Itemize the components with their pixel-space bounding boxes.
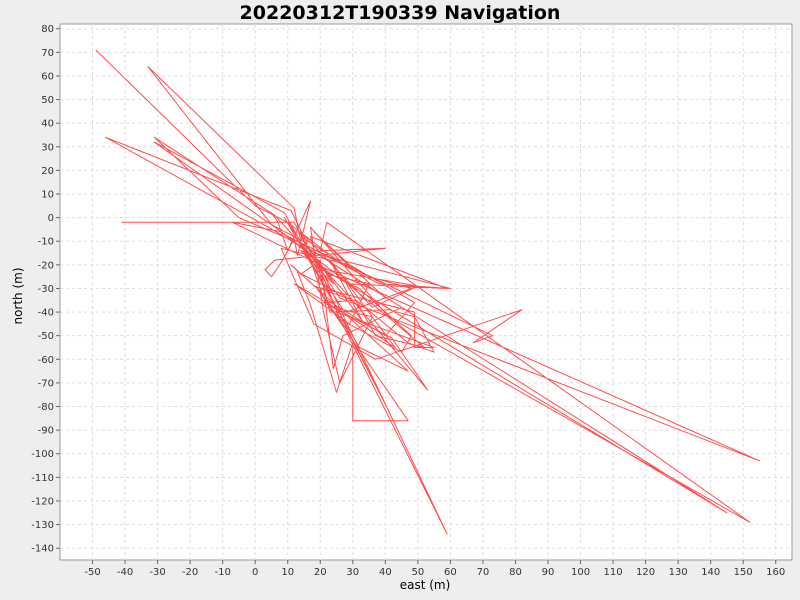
x-tick-label: 0 [252,567,258,578]
y-tick-label: 40 [41,119,54,130]
x-axis-label: east (m) [400,578,451,592]
x-tick-label: 100 [571,567,590,578]
track-line [95,49,760,535]
plot-area [59,23,793,561]
y-tick-label: -90 [38,426,54,437]
x-tick-label: 10 [281,567,294,578]
x-tick-label: 50 [411,567,424,578]
navigation-track [95,49,760,535]
x-tick-label: 110 [604,567,623,578]
grid-lines [60,24,792,560]
x-tick-label: 140 [701,567,720,578]
x-tick-label: 60 [444,567,457,578]
y-tick-label: 30 [41,142,54,153]
y-tick-label: -100 [31,449,54,460]
y-tick-label: -130 [31,520,54,531]
y-tick-label: -110 [31,473,54,484]
y-tick-label: -140 [31,544,54,555]
y-tick-label: 70 [41,48,54,59]
y-tick-label: -10 [38,237,54,248]
x-tick-label: 150 [734,567,753,578]
y-tick-label: -50 [38,331,54,342]
x-tick-label: -40 [117,567,133,578]
x-tick-label: 20 [314,567,327,578]
y-axis-label: north (m) [11,267,25,324]
x-tick-label: 80 [509,567,522,578]
x-tick-label: -20 [182,567,198,578]
y-tick-label: 60 [41,71,54,82]
y-tick-label: -120 [31,496,54,507]
axis-ticks: -50 -40 -30 -20 -10 0 10 20 30 40 50 60 70 80 90 100 110… [31,24,785,578]
x-tick-label: 120 [636,567,655,578]
y-tick-label: -30 [38,284,54,295]
x-tick-label: 40 [379,567,392,578]
x-tick-label: 90 [542,567,555,578]
y-tick-label: -70 [38,378,54,389]
x-tick-label: -50 [84,567,100,578]
x-tick-label: 30 [346,567,359,578]
y-tick-label: -60 [38,355,54,366]
y-tick-label: -20 [38,260,54,271]
chart-title: 20220312T190339 Navigation [240,2,561,24]
y-tick-label: 80 [41,24,54,35]
y-tick-label: 0 [48,213,54,224]
y-tick-label: 50 [41,95,54,106]
x-tick-label: -10 [214,567,230,578]
y-tick-label: 20 [41,166,54,177]
x-tick-label: -30 [149,567,165,578]
x-tick-label: 70 [477,567,490,578]
y-tick-label: 10 [41,190,54,201]
x-tick-label: 160 [766,567,785,578]
y-tick-label: -80 [38,402,54,413]
y-tick-label: -40 [38,308,54,319]
x-tick-label: 130 [669,567,688,578]
